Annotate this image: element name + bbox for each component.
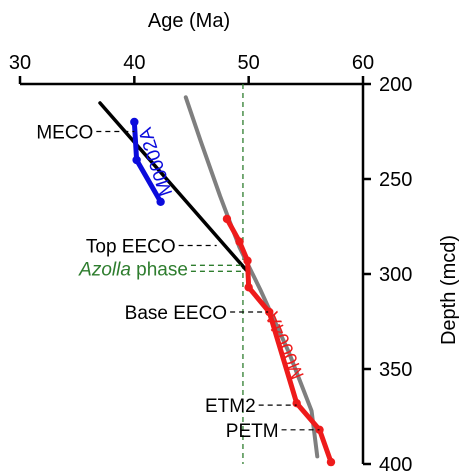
data-point	[132, 155, 141, 165]
trend-line	[98, 101, 249, 272]
data-point	[130, 117, 139, 127]
series-layer	[98, 95, 336, 467]
data-point	[244, 283, 253, 292]
annotation-rest-part: phase	[131, 259, 188, 280]
y-axis-title: Depth (mcd)	[438, 235, 460, 345]
x-axis-title: Age (Ma)	[148, 10, 230, 32]
y-tick-label: 200	[379, 74, 412, 96]
y-tick-label: 300	[379, 264, 412, 286]
data-point	[326, 457, 336, 467]
annotation-label: PETM	[226, 421, 279, 442]
annotation-italic-part: Azolla	[78, 259, 131, 280]
series-label: M0002A	[135, 124, 177, 198]
data-point	[292, 399, 301, 408]
annotation-label: ETM2	[205, 396, 256, 417]
y-tick-label: 250	[379, 169, 412, 191]
x-tick-label: 50	[238, 52, 260, 74]
y-tick-label: 400	[379, 454, 412, 476]
annotation-label: MECO	[36, 123, 93, 144]
series-label: M0004A	[262, 308, 309, 382]
annotation-label: Base EECO	[125, 303, 227, 324]
annotation-label: Azolla phase	[78, 259, 188, 280]
x-tick-label: 30	[9, 52, 31, 74]
data-point	[156, 197, 165, 206]
y-tick-label: 350	[379, 359, 412, 381]
data-point	[265, 307, 274, 317]
x-tick-label: 60	[352, 52, 374, 74]
data-point	[243, 256, 252, 265]
data-point	[222, 214, 232, 224]
annotation-label: Top EECO	[86, 237, 176, 258]
data-point	[235, 237, 244, 246]
x-tick-label: 40	[123, 52, 145, 74]
